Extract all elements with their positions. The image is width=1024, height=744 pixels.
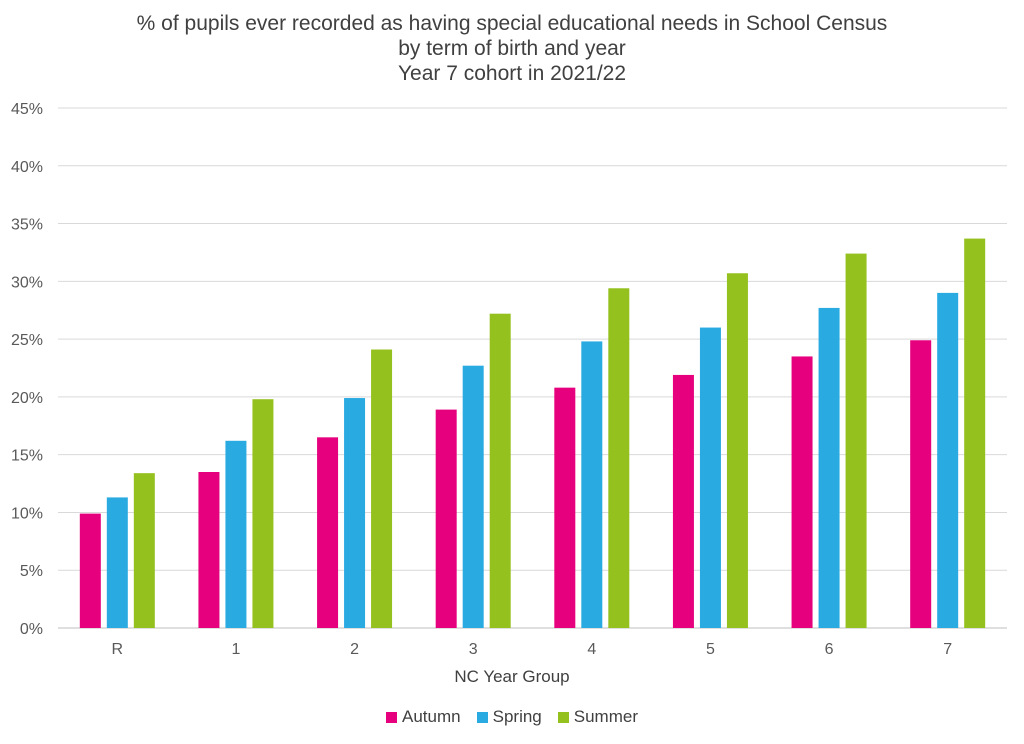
bar-spring: [344, 398, 366, 628]
bar-autumn: [198, 472, 220, 628]
legend: Autumn Spring Summer: [0, 707, 1024, 727]
legend-swatch-autumn: [386, 711, 398, 723]
legend-item-spring: Spring: [476, 707, 542, 727]
bar-autumn: [435, 409, 457, 628]
legend-item-autumn: Autumn: [386, 707, 461, 727]
bar-autumn: [910, 340, 932, 628]
chart-title-line-3: Year 7 cohort in 2021/22: [397, 62, 627, 85]
legend-item-summer: Summer: [557, 707, 638, 727]
x-tick-label: 6: [825, 641, 834, 658]
bar-summer: [252, 399, 274, 628]
y-tick-label: 25%: [11, 332, 43, 349]
legend-swatch-summer: [557, 711, 569, 723]
y-tick-label: 20%: [11, 390, 43, 407]
bar-summer: [489, 313, 511, 628]
y-tick-label: 15%: [11, 448, 43, 465]
bar-spring: [581, 341, 603, 628]
bar-autumn: [554, 387, 576, 628]
x-tick-label: 1: [231, 641, 240, 658]
bar-autumn: [79, 513, 101, 628]
bar-spring: [462, 365, 484, 628]
bar-spring: [699, 327, 721, 628]
x-tick-label: 4: [587, 641, 596, 658]
bar-spring: [106, 497, 128, 628]
legend-label-autumn: Autumn: [402, 707, 461, 726]
legend-swatch-spring: [476, 711, 488, 723]
bar-autumn: [672, 374, 694, 628]
x-tick-label: 3: [469, 641, 478, 658]
bar-spring: [225, 440, 247, 628]
bar-summer: [371, 349, 393, 628]
x-axis-title: NC Year Group: [454, 667, 570, 686]
y-tick-label: 35%: [11, 217, 43, 234]
bar-autumn: [791, 356, 813, 628]
y-tick-label: 0%: [20, 621, 43, 638]
bar-spring: [818, 307, 840, 628]
y-tick-label: 10%: [11, 505, 43, 522]
y-tick-label: 5%: [20, 563, 43, 580]
bar-spring: [937, 292, 959, 628]
x-tick-label: 7: [943, 641, 952, 658]
chart-title-line-1: % of pupils ever recorded as having spec…: [136, 12, 888, 35]
bar-summer: [608, 288, 630, 628]
legend-label-summer: Summer: [573, 707, 638, 726]
x-tick-label: 5: [706, 641, 715, 658]
bar-summer: [726, 273, 748, 628]
bar-summer: [964, 238, 986, 629]
y-tick-label: 45%: [11, 101, 43, 118]
bar-summer: [133, 473, 155, 628]
x-tick-label: 2: [350, 641, 359, 658]
legend-label-spring: Spring: [492, 707, 542, 726]
bar-summer: [845, 253, 867, 628]
x-tick-label: R: [112, 641, 124, 658]
y-tick-label: 30%: [11, 274, 43, 291]
chart-title-line-2: by term of birth and year: [398, 37, 626, 60]
bar-autumn: [317, 437, 339, 628]
y-tick-label: 40%: [11, 159, 43, 176]
